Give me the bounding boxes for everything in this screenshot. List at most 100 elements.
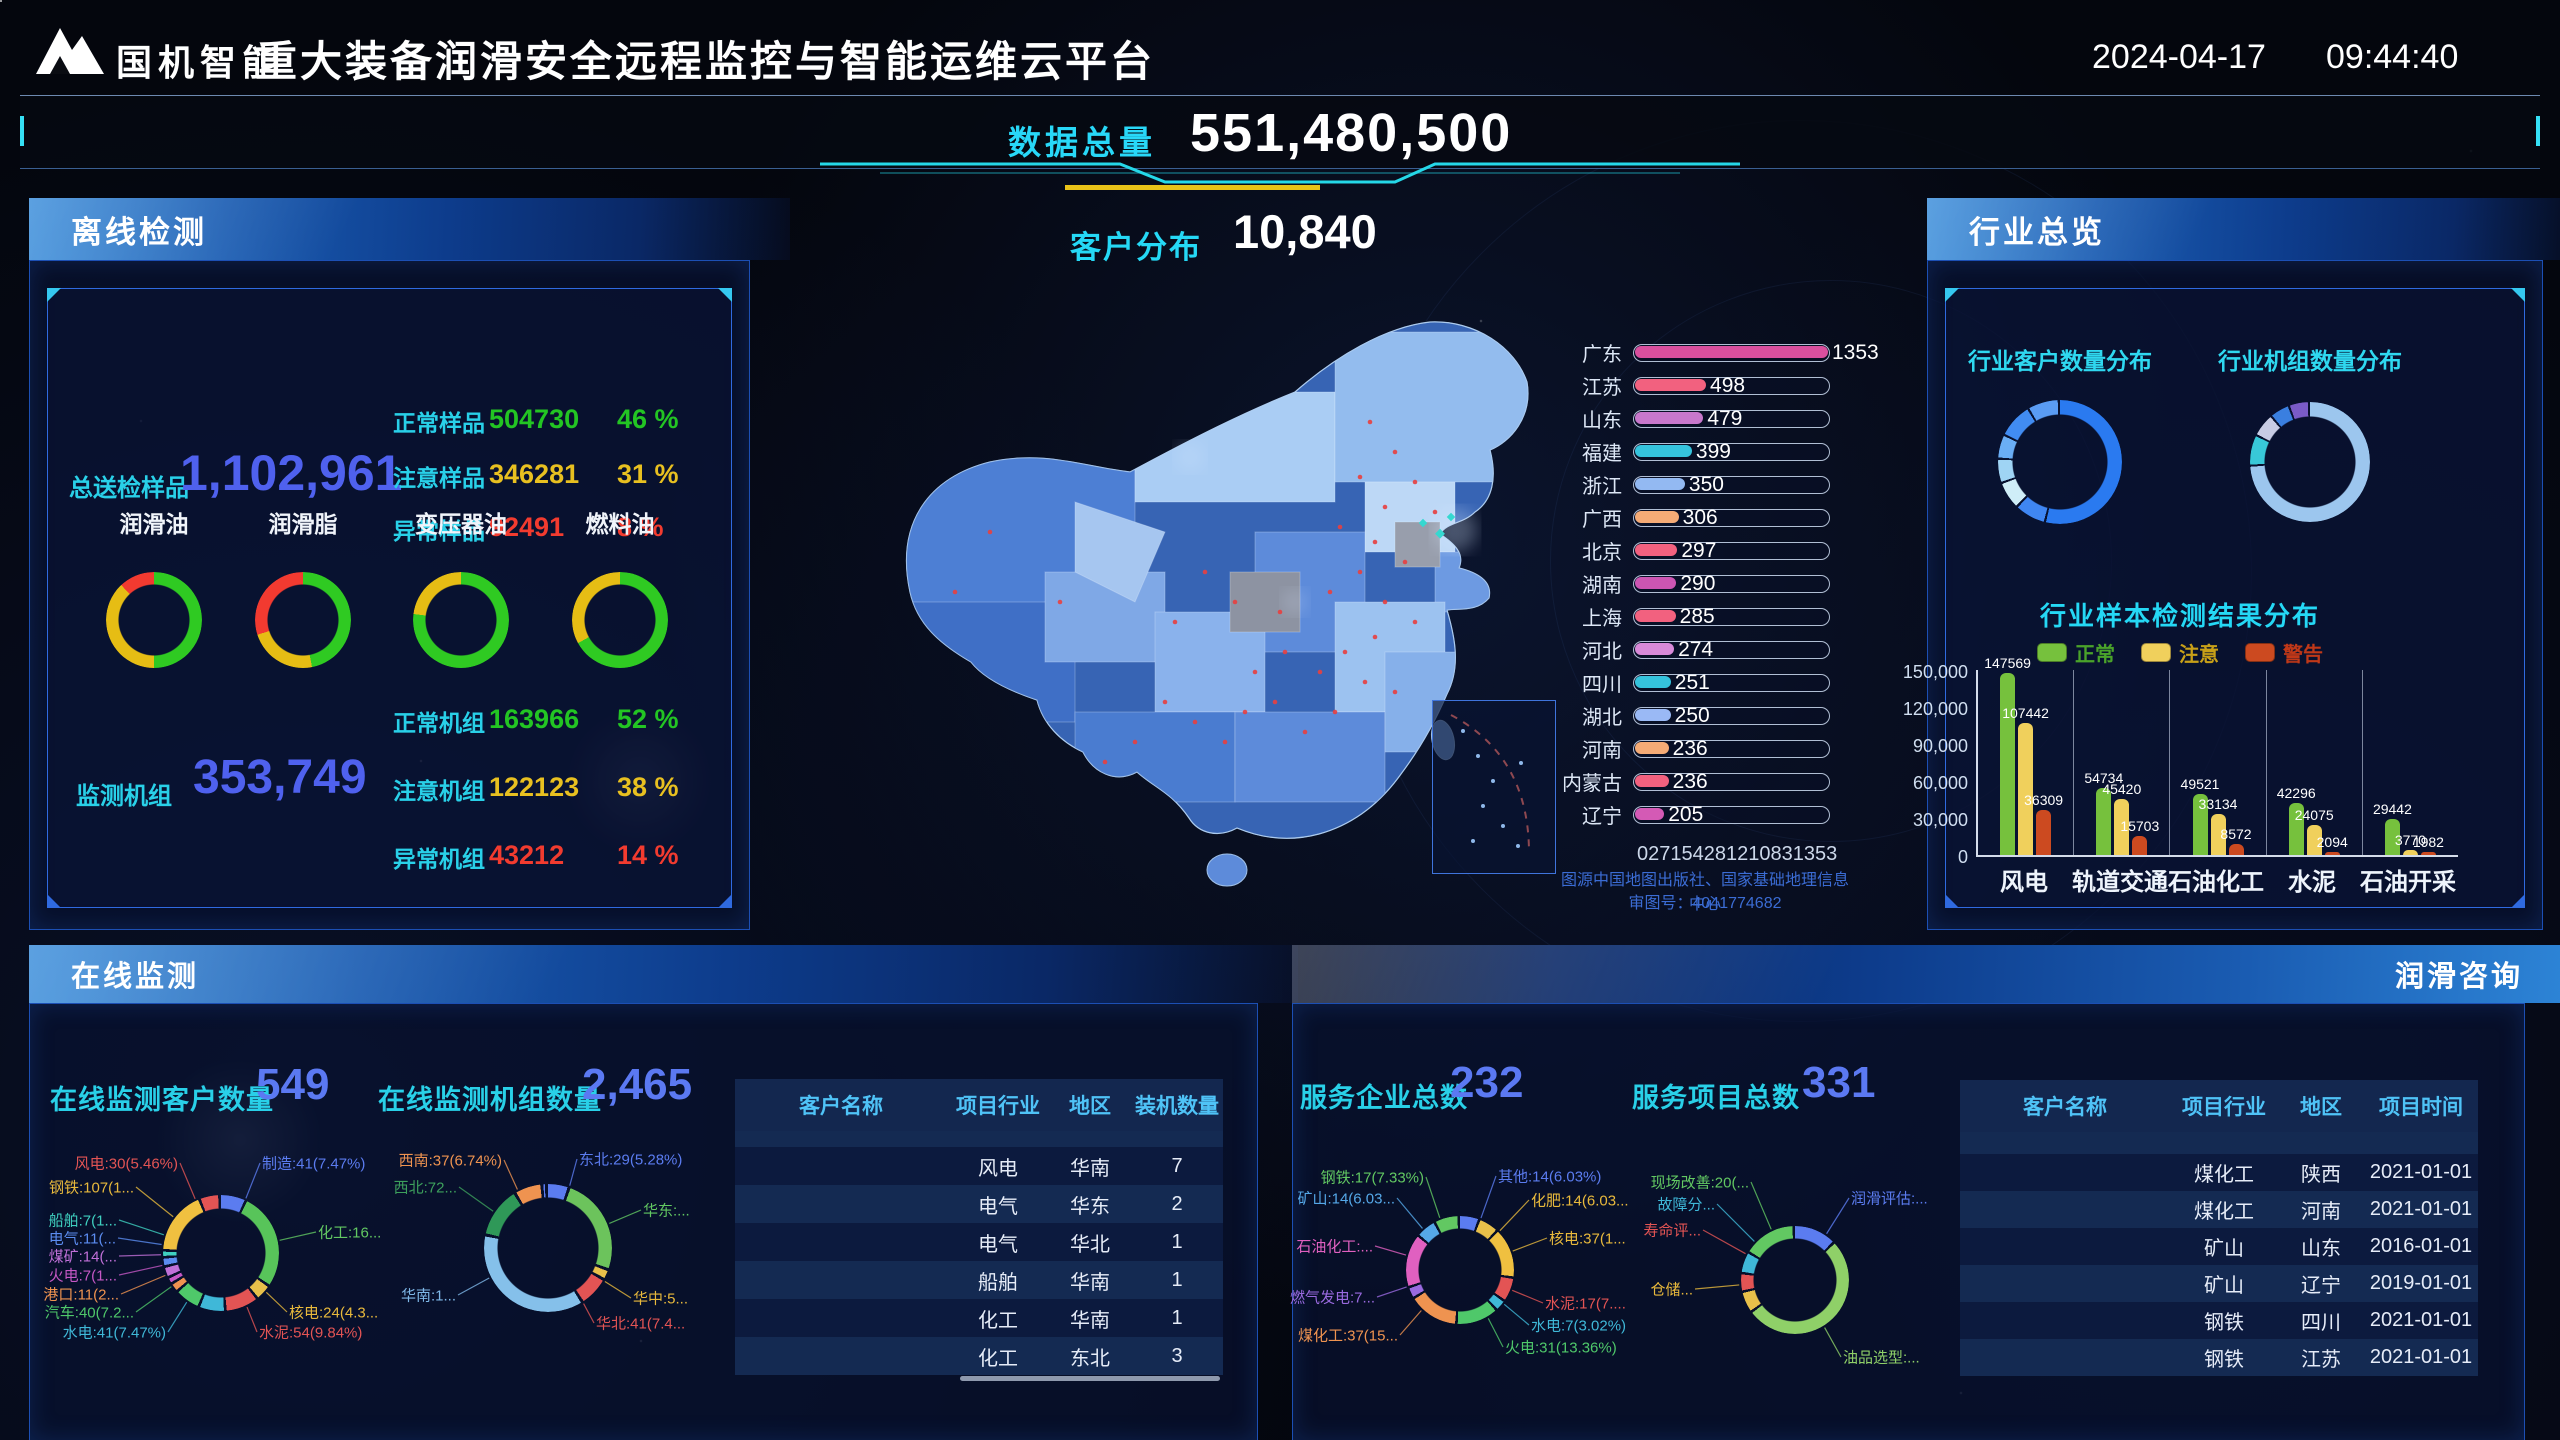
- map-source-line1: 图源中国地图出版社、国家基础地理信息中心: [1560, 872, 1849, 913]
- table-header-row: 客户名称 项目行业 地区 装机数量: [735, 1079, 1223, 1131]
- table-row[interactable]: 化工 东北 3: [735, 1337, 1223, 1375]
- table-cell: 华南: [1070, 1309, 1110, 1332]
- oil-donut-3[interactable]: [413, 572, 509, 668]
- y-axis-tick: 90,000: [1912, 736, 1968, 756]
- donut-callout-label: 船舶:7(1...: [48, 1212, 117, 1230]
- legend-item[interactable]: 警告: [2245, 638, 2323, 667]
- panel-header-offline: 离线检测: [29, 198, 790, 260]
- table-row[interactable]: 矿山 山东 2016-01-01: [1960, 1228, 2478, 1265]
- table-scrollbar[interactable]: [960, 1376, 1220, 1381]
- industry-inner-frame: [1945, 288, 2525, 908]
- bar[interactable]: 29442: [2373, 801, 2412, 855]
- donut-callout-label: 化工:16...: [318, 1224, 382, 1242]
- bar[interactable]: 1982: [2413, 834, 2444, 855]
- bar[interactable]: 8572: [2220, 826, 2252, 855]
- online-client-count-label: 在线监测客户数量: [50, 1085, 274, 1115]
- donut-callout-label: 火电:7(1...: [48, 1267, 117, 1285]
- page-title: 重大装备润滑安全远程监控与智能运维云平台: [255, 38, 1156, 85]
- industry-client-donut[interactable]: [1998, 400, 2122, 524]
- table-header-cell: 项目行业: [956, 1095, 1040, 1118]
- bar[interactable]: 15703: [2120, 818, 2159, 855]
- online-project-table[interactable]: 客户名称 项目行业 地区 装机数量 风电 华南 7 电气 华东 2 电气 华北 1 船舶 华南 1 化工 华南 1 化…: [735, 1079, 1223, 1375]
- china-map[interactable]: [775, 272, 1575, 922]
- table-row[interactable]: 矿山 辽宁 2019-01-01: [1960, 1265, 2478, 1302]
- unit-total-label: 监测机组: [76, 783, 172, 810]
- table-header-cell: 客户名称: [799, 1095, 883, 1118]
- oil-donut-label: 变压器油: [415, 511, 507, 537]
- oil-donut-4[interactable]: [572, 572, 668, 668]
- table-row[interactable]: 钢铁 四川 2021-01-01: [1960, 1302, 2478, 1339]
- table-header-cell: 项目行业: [2182, 1096, 2266, 1119]
- donut-callout-label: 水泥:17(7....: [1545, 1295, 1626, 1313]
- province-bar-chart[interactable]: 广东 1353 江苏 498 山东 479 福建 399 浙江 350 广西 306 北京 …: [1550, 336, 1890, 831]
- bar[interactable]: 2094: [2317, 834, 2348, 855]
- oil-donut-label: 燃料油: [585, 511, 655, 537]
- banner-decor: [820, 162, 1740, 190]
- bar[interactable]: 3770: [2395, 832, 2426, 855]
- donut-callout-label: 寿命评...: [1643, 1222, 1701, 1240]
- consult-industry-donut[interactable]: [1406, 1216, 1514, 1324]
- table-header-cell: 项目时间: [2379, 1096, 2463, 1119]
- bar[interactable]: 45420: [2102, 781, 2141, 855]
- table-cell: 钢铁: [2204, 1349, 2244, 1371]
- bar[interactable]: 49521: [2181, 776, 2219, 855]
- header-date: 2024-04-17: [2092, 38, 2266, 76]
- table-cell: 1: [1171, 1268, 1183, 1291]
- province-bar-row: 河南 236: [1550, 732, 1890, 765]
- panel-header-consult: 润滑咨询: [1292, 945, 2560, 1003]
- industry-bar-plot[interactable]: 147569 107442 36309 54734 45420 15703 49521 331…: [1976, 655, 2458, 857]
- donut-callout-label: 化肥:14(6.03...: [1531, 1192, 1629, 1210]
- table-cell: 煤化工: [2194, 1201, 2254, 1223]
- unit-total-value: 353,749: [193, 751, 367, 804]
- province-bar-row: 北京 297: [1550, 534, 1890, 567]
- industry-bar-legend[interactable]: 正常 注意 警告: [1930, 638, 2430, 667]
- table-row[interactable]: 风电 华南 7: [735, 1147, 1223, 1185]
- table-cell: 化工: [978, 1309, 1018, 1332]
- bar[interactable]: 36309: [2024, 792, 2063, 855]
- bar-category-label: 石油开采: [2360, 869, 2456, 896]
- donut-callout-label: 其他:14(6.03%): [1498, 1168, 1602, 1186]
- consult-service-donut[interactable]: [1741, 1226, 1849, 1334]
- province-bar-row: 山东 479: [1550, 402, 1890, 435]
- table-cell: 山东: [2301, 1238, 2341, 1260]
- bar-category-label: 石油化工: [2168, 869, 2264, 896]
- oil-donut-1[interactable]: [106, 572, 202, 668]
- oil-donut-2[interactable]: [255, 572, 351, 668]
- table-header-row: 客户名称 项目行业 地区 项目时间: [1960, 1080, 2478, 1132]
- bar-group: 29442 3770 1982: [2363, 670, 2458, 855]
- donut-callout-label: 华北:41(7.4...: [596, 1315, 686, 1333]
- table-cell: 四川: [2301, 1312, 2341, 1334]
- province-axis-ticks: 0 271 542 812 1083 1353: [1637, 843, 1838, 865]
- donut-callout-label: 电气:11(...: [48, 1230, 116, 1248]
- consult-title: 润滑咨询: [2394, 961, 2523, 993]
- table-row[interactable]: 钢铁 江苏 2021-01-01: [1960, 1339, 2478, 1376]
- online-region-donut[interactable]: [484, 1184, 612, 1312]
- donut-callout-label: 核电:37(1...: [1549, 1230, 1626, 1248]
- table-row[interactable]: 船舶 华南 1: [735, 1261, 1223, 1299]
- industry-unit-donut[interactable]: [2250, 402, 2370, 522]
- donut-callout-label: 火电:31(13.36%): [1505, 1339, 1617, 1357]
- donut-callout-label: 仓储...: [1650, 1281, 1693, 1299]
- consult-project-table[interactable]: 客户名称 项目行业 地区 项目时间煤化工 陕西 2021-01-01 煤化工 河南 2021-0…: [1960, 1080, 2478, 1376]
- bar[interactable]: 24075: [2295, 807, 2334, 855]
- bar[interactable]: 147569: [1984, 655, 2031, 855]
- y-axis-tick: 60,000: [1912, 773, 1968, 793]
- table-row[interactable]: 电气 华北 1: [735, 1223, 1223, 1261]
- province-bar-row: 上海 285: [1550, 600, 1890, 633]
- table-row[interactable]: 煤化工 陕西 2021-01-01: [1960, 1154, 2478, 1191]
- table-row[interactable]: 煤化工 河南 2021-01-01: [1960, 1191, 2478, 1228]
- bar[interactable]: 54734: [2084, 770, 2123, 855]
- table-row[interactable]: 电气 华东 2: [735, 1185, 1223, 1223]
- legend-item[interactable]: 正常: [2037, 638, 2115, 667]
- donut-callout-label: 燃气发电:7...: [1289, 1289, 1375, 1307]
- bar[interactable]: 42296: [2277, 785, 2316, 855]
- legend-item[interactable]: 注意: [2141, 638, 2219, 667]
- donut-callout-label: 港口:11(2...: [43, 1286, 119, 1304]
- online-industry-donut[interactable]: [163, 1195, 279, 1311]
- province-bar-row: 内蒙古 236: [1550, 765, 1890, 798]
- table-row[interactable]: 化工 华南 1: [735, 1299, 1223, 1337]
- donut-callout-label: 钢铁:17(7.33%): [1320, 1169, 1424, 1187]
- bar[interactable]: 33134: [2199, 796, 2237, 855]
- table-cell: 船舶: [978, 1271, 1018, 1294]
- bar[interactable]: 107442: [2002, 705, 2049, 855]
